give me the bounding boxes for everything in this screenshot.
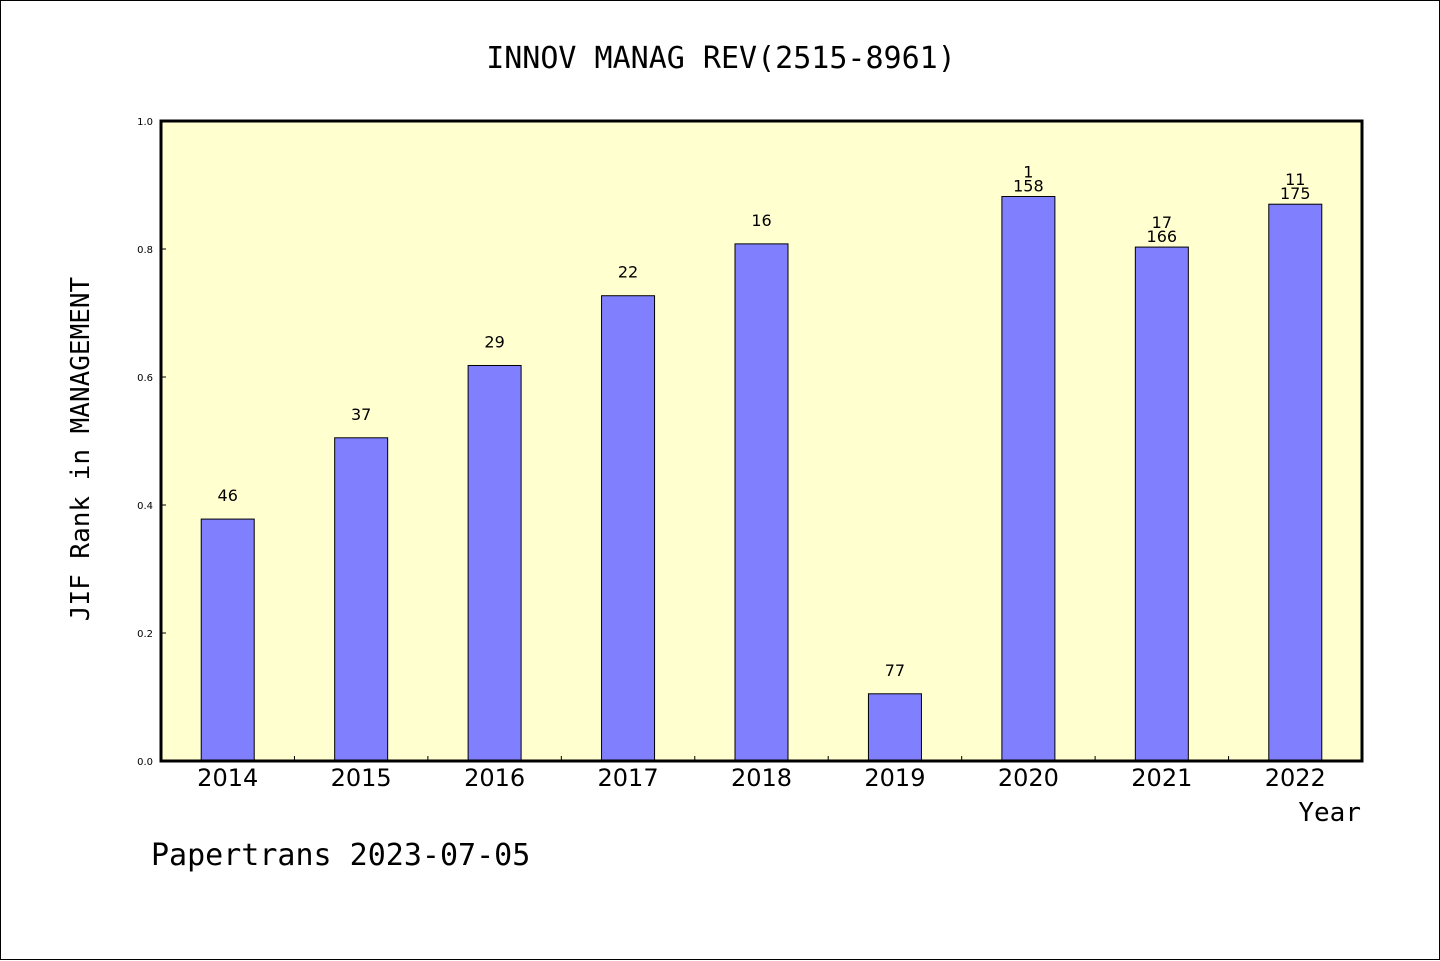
x-axis-label: Year bbox=[1298, 798, 1361, 828]
bar-2015 bbox=[334, 437, 389, 762]
x-tick-label: 2019 bbox=[864, 764, 925, 792]
data-label: 166 bbox=[1147, 227, 1178, 246]
y-tick-label: 0.8 bbox=[137, 245, 153, 256]
bar-2022 bbox=[1268, 203, 1323, 762]
data-label: 37 bbox=[351, 405, 371, 424]
data-label: 158 bbox=[1013, 177, 1044, 196]
x-axis: 2014 2015 2016 2017 2018 2019 2020 2021 2022 bbox=[197, 756, 1326, 792]
y-tick-label: 0.6 bbox=[137, 373, 153, 384]
data-label: 17 bbox=[1152, 213, 1172, 232]
bar-2016 bbox=[467, 364, 522, 762]
y-tick-label: 0.0 bbox=[137, 757, 153, 768]
chart-title: INNOV MANAG REV(2515-8961) bbox=[486, 41, 956, 76]
data-label: 175 bbox=[1280, 184, 1311, 203]
x-tick-label: 2016 bbox=[464, 764, 525, 792]
bar-2014 bbox=[200, 518, 255, 762]
data-label: 22 bbox=[618, 263, 638, 282]
data-label: 29 bbox=[484, 332, 504, 351]
data-label: 46 bbox=[218, 486, 238, 505]
y-tick-label: 1.0 bbox=[137, 117, 153, 128]
x-tick-label: 2020 bbox=[998, 764, 1059, 792]
x-tick-label: 2015 bbox=[331, 764, 392, 792]
bar-2020 bbox=[1001, 196, 1056, 762]
x-tick-label: 2014 bbox=[197, 764, 258, 792]
y-tick-label: 0.2 bbox=[137, 629, 153, 640]
data-label: 1 bbox=[1023, 163, 1033, 182]
x-tick-label: 2017 bbox=[598, 764, 659, 792]
bar-2019 bbox=[867, 693, 922, 762]
data-label: 11 bbox=[1285, 170, 1305, 189]
footer-text: Papertrans 2023-07-05 bbox=[151, 838, 530, 873]
x-tick-label: 2018 bbox=[731, 764, 792, 792]
bar-2017 bbox=[601, 295, 656, 762]
data-label: 77 bbox=[885, 661, 905, 680]
data-label: 16 bbox=[751, 211, 771, 230]
bar-2021 bbox=[1134, 246, 1189, 762]
x-tick-label: 2022 bbox=[1265, 764, 1326, 792]
y-axis-label: JIF Rank in MANAGEMENT bbox=[66, 276, 96, 621]
x-tick-label: 2021 bbox=[1131, 764, 1192, 792]
plot-border bbox=[159, 119, 1364, 763]
bar-2018 bbox=[734, 243, 789, 762]
y-tick-label: 0.4 bbox=[137, 501, 153, 512]
